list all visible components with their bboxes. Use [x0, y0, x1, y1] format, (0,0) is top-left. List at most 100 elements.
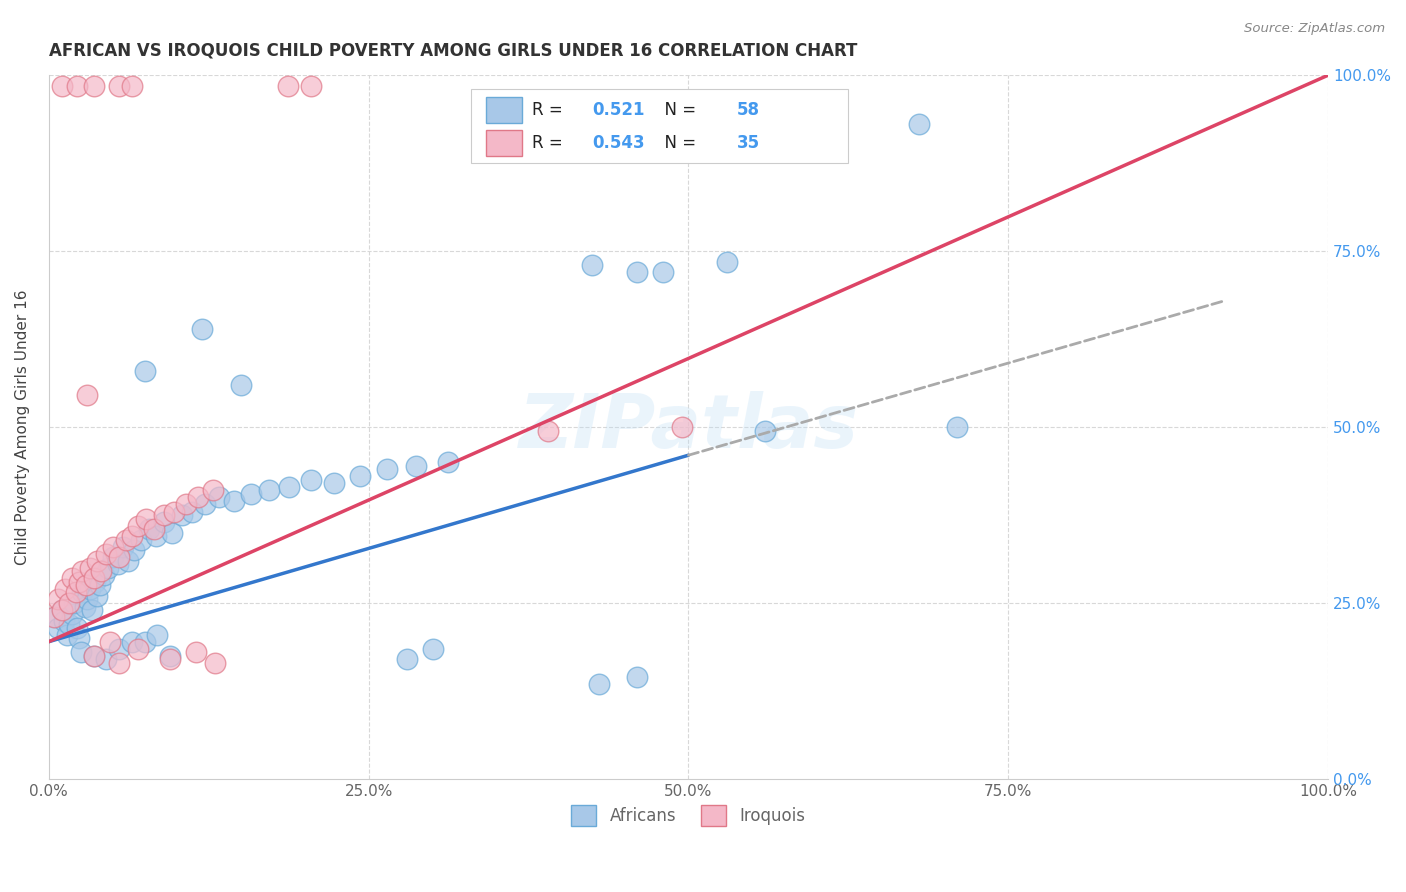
- Point: [83, 648, 105, 663]
- Point: [278, 480, 301, 494]
- Point: [55, 627, 77, 641]
- Point: [70, 585, 93, 599]
- Point: [86, 554, 108, 568]
- Point: [86, 589, 108, 603]
- Point: [537, 424, 560, 438]
- Point: [626, 265, 648, 279]
- Point: [153, 508, 176, 522]
- Point: [108, 550, 131, 565]
- Point: [134, 634, 156, 648]
- Point: [75, 578, 97, 592]
- Point: [671, 420, 693, 434]
- Point: [111, 540, 134, 554]
- Point: [716, 254, 738, 268]
- Point: [51, 603, 73, 617]
- Point: [93, 567, 115, 582]
- Point: [239, 487, 262, 501]
- Text: 35: 35: [737, 134, 761, 153]
- Point: [55, 582, 77, 596]
- Point: [437, 455, 460, 469]
- Y-axis label: Child Poverty Among Girls Under 16: Child Poverty Among Girls Under 16: [15, 289, 30, 565]
- Point: [79, 561, 101, 575]
- Point: [349, 469, 371, 483]
- Text: R =: R =: [533, 101, 568, 119]
- Point: [51, 603, 73, 617]
- Text: N =: N =: [654, 134, 702, 153]
- Legend: Africans, Iroquois: Africans, Iroquois: [562, 797, 814, 834]
- Point: [101, 540, 124, 554]
- FancyBboxPatch shape: [486, 130, 522, 156]
- Point: [159, 648, 181, 663]
- Text: 0.521: 0.521: [592, 101, 645, 119]
- Point: [96, 547, 118, 561]
- Point: [224, 494, 246, 508]
- Point: [51, 78, 73, 93]
- Point: [129, 533, 152, 547]
- Point: [174, 498, 197, 512]
- Point: [101, 550, 124, 565]
- Point: [63, 596, 86, 610]
- Point: [82, 603, 104, 617]
- Point: [76, 388, 98, 402]
- Point: [187, 491, 209, 505]
- Point: [375, 462, 398, 476]
- Point: [83, 571, 105, 585]
- Point: [170, 508, 193, 522]
- Point: [73, 599, 96, 614]
- Point: [184, 645, 207, 659]
- Point: [146, 627, 169, 641]
- Point: [159, 652, 181, 666]
- Point: [53, 614, 76, 628]
- Point: [69, 631, 91, 645]
- Point: [588, 677, 610, 691]
- Point: [108, 78, 131, 93]
- Point: [138, 522, 160, 536]
- Point: [323, 476, 346, 491]
- Text: AFRICAN VS IROQUOIS CHILD POVERTY AMONG GIRLS UNDER 16 CORRELATION CHART: AFRICAN VS IROQUOIS CHILD POVERTY AMONG …: [49, 42, 858, 60]
- Point: [117, 554, 139, 568]
- Point: [108, 641, 131, 656]
- Point: [626, 670, 648, 684]
- Text: Source: ZipAtlas.com: Source: ZipAtlas.com: [1244, 22, 1385, 36]
- Point: [108, 656, 131, 670]
- Point: [142, 522, 165, 536]
- Point: [160, 525, 183, 540]
- Point: [422, 641, 444, 656]
- Point: [83, 574, 105, 589]
- Point: [58, 617, 80, 632]
- FancyBboxPatch shape: [471, 89, 848, 163]
- Point: [60, 571, 83, 585]
- FancyBboxPatch shape: [486, 97, 522, 123]
- Point: [127, 641, 149, 656]
- Point: [581, 258, 603, 272]
- Point: [946, 420, 969, 434]
- Point: [66, 78, 89, 93]
- Point: [114, 533, 136, 547]
- Point: [153, 515, 176, 529]
- Point: [89, 578, 111, 592]
- Point: [83, 78, 105, 93]
- Point: [66, 621, 89, 635]
- Point: [277, 78, 299, 93]
- Point: [98, 634, 121, 648]
- Point: [134, 364, 156, 378]
- Point: [60, 607, 83, 621]
- Point: [46, 592, 69, 607]
- Point: [257, 483, 280, 498]
- Point: [145, 529, 167, 543]
- Point: [46, 621, 69, 635]
- Point: [651, 265, 673, 279]
- Point: [181, 504, 204, 518]
- Point: [124, 543, 146, 558]
- Point: [121, 529, 143, 543]
- Point: [79, 582, 101, 596]
- Point: [201, 483, 224, 498]
- Point: [121, 634, 143, 648]
- Point: [194, 498, 217, 512]
- Point: [90, 564, 112, 578]
- Point: [754, 424, 776, 438]
- Point: [42, 610, 65, 624]
- Point: [44, 610, 66, 624]
- Point: [121, 78, 143, 93]
- Point: [76, 592, 98, 607]
